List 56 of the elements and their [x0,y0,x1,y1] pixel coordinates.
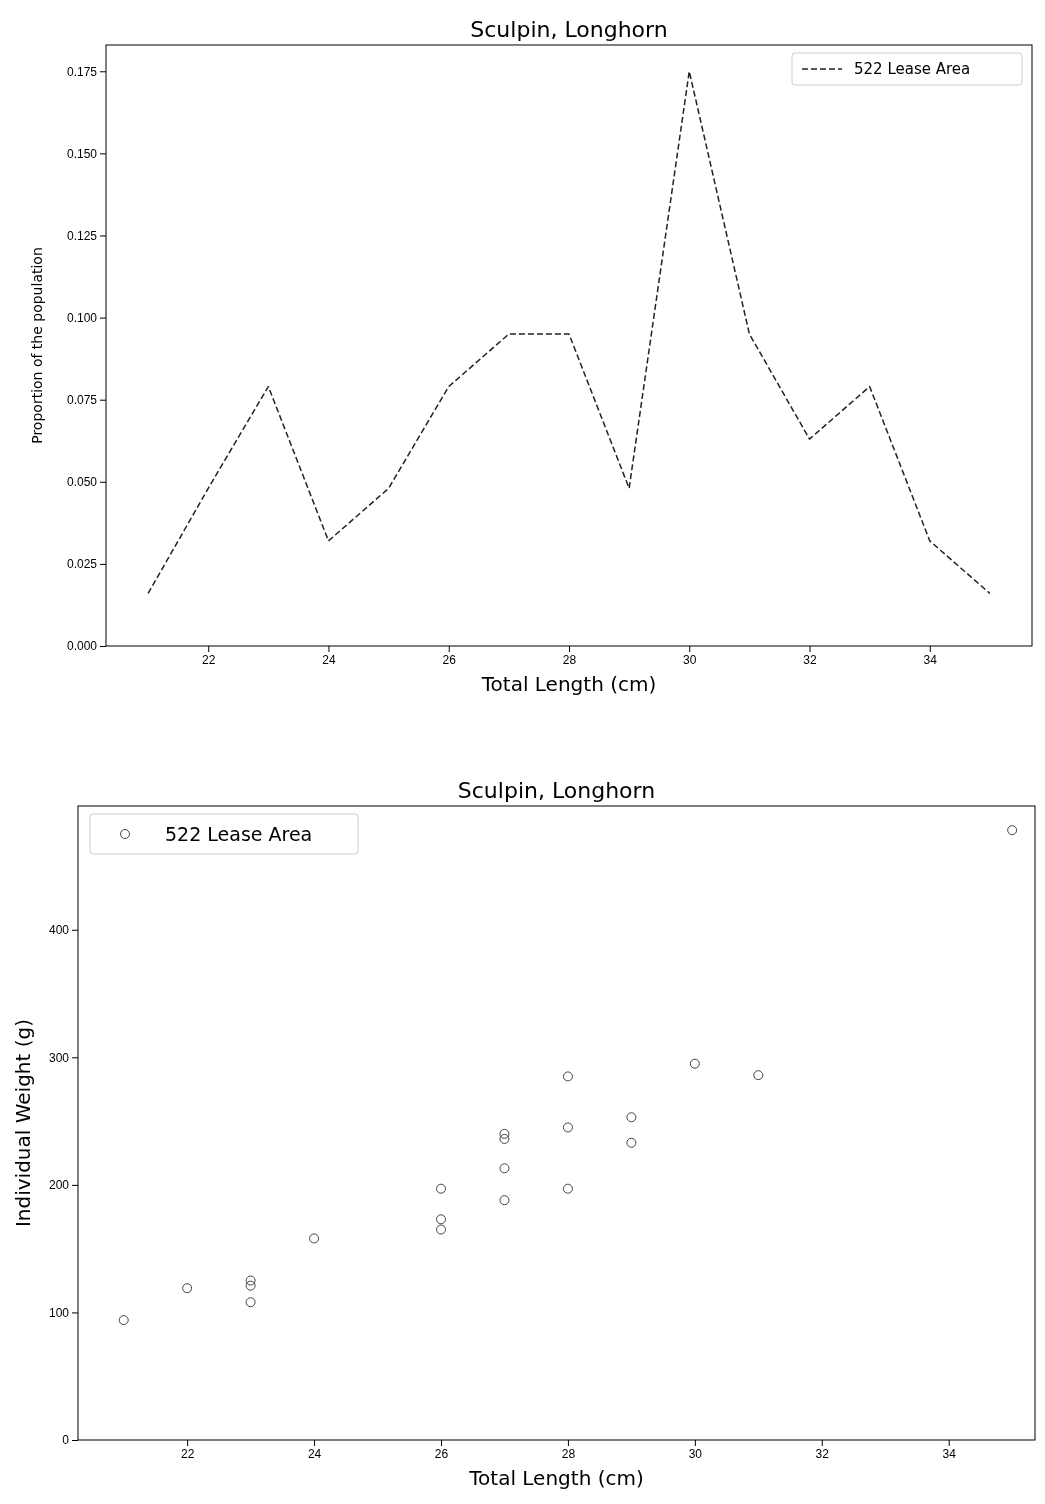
x-tick-label: 32 [815,1446,830,1461]
y-tick-label: 0 [62,1433,70,1448]
point [562,1122,573,1133]
x-tick-label: 30 [683,652,697,667]
x-tick-label: 24 [322,652,336,667]
point [499,1133,510,1144]
point [245,1275,256,1286]
y-tick-label: 0.075 [66,393,98,408]
point [309,1233,320,1244]
y-tick-label: 400 [48,923,70,938]
x-tick-label: 32 [803,652,818,667]
y-axis-title: Individual Weight (g) [11,1018,35,1228]
y-tick-label: 0.100 [66,310,98,325]
y-tick-label: 100 [48,1305,70,1320]
x-tick-label: 22 [202,652,216,667]
y-tick-label: 0.025 [66,557,98,572]
y-tick-label: 200 [48,1178,70,1193]
point [245,1297,256,1308]
chart-title: Sculpin, Longhorn [470,17,668,42]
x-tick-label: 26 [442,652,457,667]
y-axis-title: Proportion of the population [29,247,45,444]
point [436,1224,446,1235]
point [753,1070,764,1081]
x-tick-label: 34 [942,1446,957,1461]
x-tick-label: 30 [688,1446,703,1461]
point [689,1058,700,1069]
y-tick-label: 0.125 [66,228,98,243]
point [562,1183,573,1194]
point [436,1183,446,1194]
y-tick-label: 0.150 [66,146,98,161]
point [182,1283,193,1294]
point [436,1214,446,1225]
point [118,1315,129,1326]
point [1007,825,1018,836]
x-tick-label: 24 [307,1446,322,1461]
x-tick-label: 34 [923,652,938,667]
x-tick-label: 22 [180,1446,195,1461]
legend-label: 522 Lease Area [854,60,971,79]
y-tick-label: 0.000 [66,639,98,654]
point [626,1137,637,1148]
x-tick-label: 28 [561,1446,576,1461]
point [499,1128,510,1139]
x-tick-label: 26 [434,1446,449,1461]
point [499,1163,510,1174]
x-axis-title: Total Length (cm) [480,672,657,696]
y-tick-label: 0.175 [66,64,98,79]
point [499,1195,510,1206]
x-tick-label: 28 [562,652,577,667]
y-tick-label: 0.050 [66,475,98,490]
y-tick-label: 300 [48,1050,70,1065]
chart-title: Sculpin, Longhorn [457,778,656,803]
legend-label: 522 Lease Area [165,822,313,845]
point [626,1112,637,1123]
x-axis-title: Total Length (cm) [468,1466,644,1490]
point [562,1071,573,1082]
point [245,1280,256,1291]
